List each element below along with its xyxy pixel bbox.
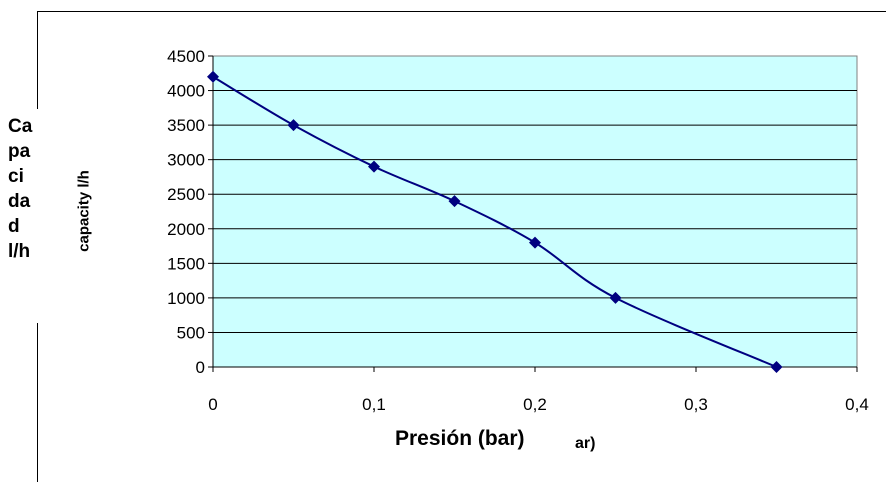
plot-area [212, 55, 858, 368]
series-markers [207, 70, 783, 373]
chart-frame-left-upper [37, 11, 38, 109]
chart-frame-left-lower [37, 323, 38, 482]
y-axis-label: capacity l/h [75, 170, 93, 252]
x-axis-label-fragment: ar) [575, 435, 596, 453]
x-tick-label: 0,2 [523, 395, 547, 414]
y-tick-labels: 0 500 1000 1500 2000 2500 3000 3500 4000 4500 [167, 47, 213, 377]
x-axis-label: Presión (bar) [395, 427, 527, 451]
y-tick-label: 0 [196, 358, 205, 377]
data-point-marker [448, 195, 461, 208]
chart-frame-top [37, 11, 886, 12]
data-point-marker [770, 361, 783, 373]
data-point-marker [368, 160, 380, 173]
y-tick-label: 4500 [167, 47, 205, 66]
y-tick-label: 500 [177, 323, 205, 342]
data-point-marker [287, 119, 300, 132]
data-point-marker [207, 70, 219, 83]
y-tick-label: 1500 [167, 254, 205, 273]
grid-lines [212, 56, 857, 368]
x-tick-label: 0,1 [362, 395, 386, 414]
y-tick-label: 2000 [167, 220, 205, 239]
data-point-marker [609, 291, 622, 304]
y-axis-label-outer: Ca pa ci da d l/h [8, 116, 33, 262]
y-tick-label: 2500 [167, 185, 205, 204]
data-point-marker [529, 236, 541, 249]
x-tick-labels: 0 0,1 0,2 0,3 0,4 [208, 367, 869, 414]
x-tick-label: 0,3 [684, 395, 708, 414]
x-tick-label: 0 [208, 395, 217, 414]
y-tick-label: 1000 [167, 289, 205, 308]
y-tick-label: 4000 [167, 82, 205, 101]
y-tick-label: 3500 [167, 116, 205, 135]
x-tick-label: 0,4 [845, 395, 869, 414]
y-tick-label: 3000 [167, 151, 205, 170]
